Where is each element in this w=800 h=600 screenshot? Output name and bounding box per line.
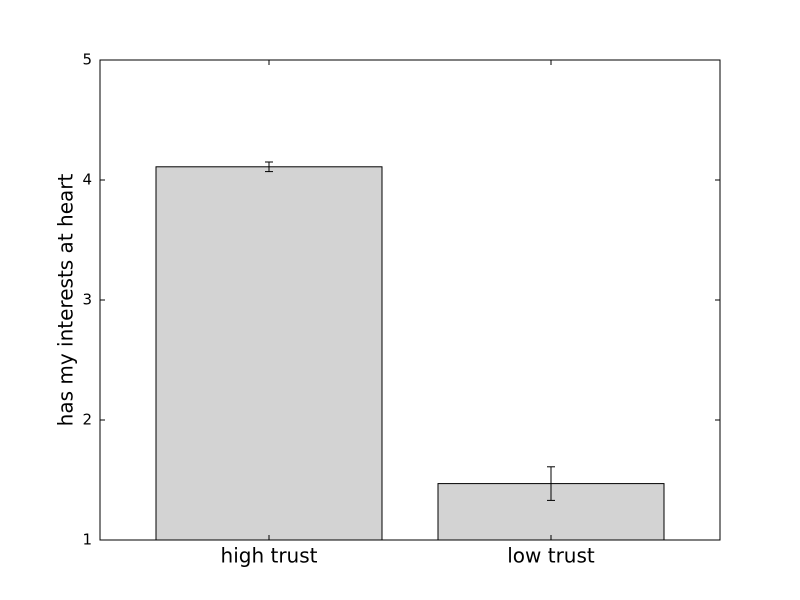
y-tick-label: 3 (82, 291, 92, 309)
y-axis-label: has my interests at heart (54, 174, 78, 427)
y-tick-label: 5 (82, 51, 92, 69)
error-bar (265, 161, 273, 173)
x-tick-label: low trust (507, 544, 595, 568)
y-tick-label: 2 (82, 411, 92, 429)
error-bar (547, 466, 555, 501)
bar (155, 166, 383, 541)
y-tick-label: 4 (82, 171, 92, 189)
x-tick-label: high trust (221, 544, 318, 568)
y-tick-label: 1 (82, 531, 92, 549)
plot-frame (99, 59, 721, 541)
